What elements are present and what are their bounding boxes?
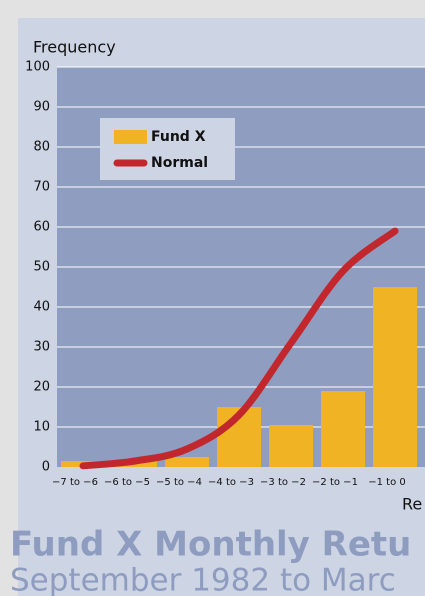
y-tick-label: 10 [33,420,50,435]
bar [373,287,417,467]
y-tick-label: 60 [33,220,50,235]
legend [100,118,235,180]
y-tick-label: 70 [33,180,50,195]
x-tick-label: −6 to −5 [104,477,150,488]
legend-label: Fund X [151,129,206,145]
x-axis-label: Re [402,495,422,514]
legend-label: Normal [151,155,208,171]
y-tick-label: 100 [25,60,50,75]
x-tick-label: −1 to 0 [368,477,406,488]
legend-swatch [114,130,147,144]
bar [269,425,313,467]
normal-curve [79,227,399,470]
x-tick-label: −2 to −1 [312,477,358,488]
y-axis-label: Frequency [33,38,116,57]
bar [321,391,365,467]
y-tick-label: 0 [42,460,50,475]
y-tick-label: 80 [33,140,50,155]
x-tick-label: −3 to −2 [260,477,306,488]
y-tick-label: 30 [33,340,50,355]
y-tick-label: 20 [33,380,50,395]
y-tick-label: 90 [33,100,50,115]
x-tick-label: −4 to −3 [208,477,254,488]
chart-subtitle: September 1982 to Marc [10,563,396,596]
bar [165,457,209,467]
chart-title: Fund X Monthly Retu [10,525,411,565]
x-tick-label: −5 to −4 [156,477,202,488]
y-tick-label: 40 [33,300,50,315]
y-tick-label: 50 [33,260,50,275]
x-tick-label: −7 to −6 [52,477,98,488]
